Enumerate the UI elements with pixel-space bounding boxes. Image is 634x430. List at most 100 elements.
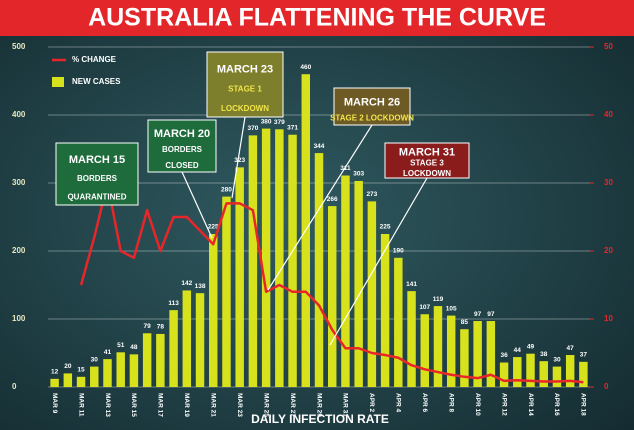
bar	[261, 128, 271, 387]
annotation-text: LOCKDOWN	[221, 104, 269, 113]
value-label: 142	[181, 280, 192, 287]
x-tick-label: MAR 27	[289, 393, 296, 417]
annotation-text: BORDERS	[77, 174, 118, 183]
legend-label: % CHANGE	[72, 55, 117, 64]
value-label: 113	[168, 300, 179, 307]
bar	[235, 167, 244, 387]
annotation-box	[55, 142, 139, 206]
bar	[129, 354, 139, 387]
bar	[499, 362, 509, 387]
y2-tick-label: 50	[604, 42, 613, 51]
annotation-box	[206, 51, 284, 118]
x-tick-label: APR 18	[580, 393, 587, 416]
value-label: 97	[474, 311, 482, 318]
value-label: 344	[314, 143, 325, 150]
bar	[552, 366, 562, 387]
x-tick-label: APR 2	[368, 393, 375, 413]
x-tick-label: MAR 13	[104, 393, 111, 417]
value-label: 105	[446, 305, 457, 312]
x-tick-label: APR 10	[474, 393, 481, 416]
bar	[103, 359, 112, 387]
bar	[209, 234, 218, 387]
annotation-text: STAGE 1	[228, 85, 262, 94]
annotation-date: MARCH 26	[344, 96, 400, 108]
bar	[420, 314, 429, 387]
bar	[380, 234, 390, 387]
bar	[513, 357, 522, 387]
bar	[288, 134, 297, 387]
value-label: 370	[247, 125, 258, 132]
value-label: 38	[540, 351, 548, 358]
value-label: 141	[406, 281, 417, 288]
bar	[222, 196, 231, 387]
bar	[169, 310, 178, 387]
annotation-arrow	[329, 177, 428, 346]
x-tick-label: MAR 17	[157, 393, 164, 417]
y2-tick-label: 20	[604, 246, 613, 255]
value-label: 371	[287, 124, 298, 131]
annotation-text: LOCKDOWN	[403, 169, 451, 178]
bar	[341, 175, 350, 387]
y2-tick-label: 10	[604, 314, 613, 323]
y2-tick-label: 40	[604, 110, 613, 119]
value-label: 37	[580, 352, 588, 359]
annotation-arrow	[267, 124, 373, 291]
value-label: 12	[51, 369, 59, 376]
y-tick-label: 100	[12, 314, 26, 323]
line	[79, 181, 584, 384]
x-tick-label: APR 6	[421, 393, 428, 413]
bar	[354, 180, 363, 387]
x-tick-label: MAR 19	[183, 393, 190, 417]
x-tick-label: MAR 29	[315, 393, 322, 417]
value-label: 78	[157, 324, 165, 331]
bar	[182, 290, 192, 387]
x-tick-label: APR 16	[553, 393, 560, 416]
annotation-box	[147, 119, 217, 173]
x-axis-label: DAILY INFECTION RATE	[251, 412, 389, 426]
annotation-text: STAGE 3	[410, 158, 444, 167]
value-label: 225	[380, 224, 391, 231]
x-tick-label: APR 14	[527, 393, 534, 416]
annotation-date: MARCH 31	[399, 146, 455, 158]
value-label: 30	[91, 356, 99, 363]
value-label: 280	[221, 186, 232, 193]
bar	[327, 206, 337, 387]
legend-label: NEW CASES	[72, 77, 121, 86]
value-label: 107	[419, 304, 430, 311]
value-label: 379	[274, 119, 285, 126]
value-label: 119	[433, 296, 444, 303]
value-label: 41	[104, 349, 112, 356]
x-tick-label: MAR 21	[210, 393, 217, 417]
annotation-text: QUARANTINED	[67, 193, 126, 202]
value-label: 47	[567, 345, 575, 352]
bar	[63, 373, 73, 387]
chart-title: AUSTRALIA FLATTENING THE CURVE	[88, 4, 546, 32]
annotation-text: CLOSED	[165, 161, 199, 170]
value-label: 266	[327, 196, 338, 203]
value-label: 15	[77, 367, 85, 374]
bar	[50, 378, 59, 387]
bar	[156, 333, 165, 387]
bar	[367, 201, 377, 387]
value-label: 36	[500, 352, 508, 359]
y2-tick-label: 30	[604, 178, 613, 187]
x-tick-label: MAR 11	[77, 393, 84, 417]
value-label: 79	[144, 323, 152, 330]
bar	[116, 352, 125, 387]
bar	[486, 321, 496, 387]
x-tick-label: APR 8	[447, 393, 454, 413]
value-label: 273	[366, 191, 377, 198]
annotation-text: STAGE 2 LOCKDOWN	[330, 114, 414, 123]
value-label: 20	[64, 363, 72, 370]
bar	[394, 257, 403, 387]
value-label: 225	[208, 224, 219, 231]
bar	[76, 376, 86, 387]
value-label: 303	[353, 171, 364, 178]
title-banner	[0, 0, 634, 36]
legend-swatch	[52, 77, 64, 87]
bar	[433, 306, 443, 387]
bar	[248, 135, 258, 387]
bar	[90, 366, 99, 387]
x-tick-label: MAR 31	[342, 393, 349, 417]
annotation-date: MARCH 20	[154, 128, 210, 140]
